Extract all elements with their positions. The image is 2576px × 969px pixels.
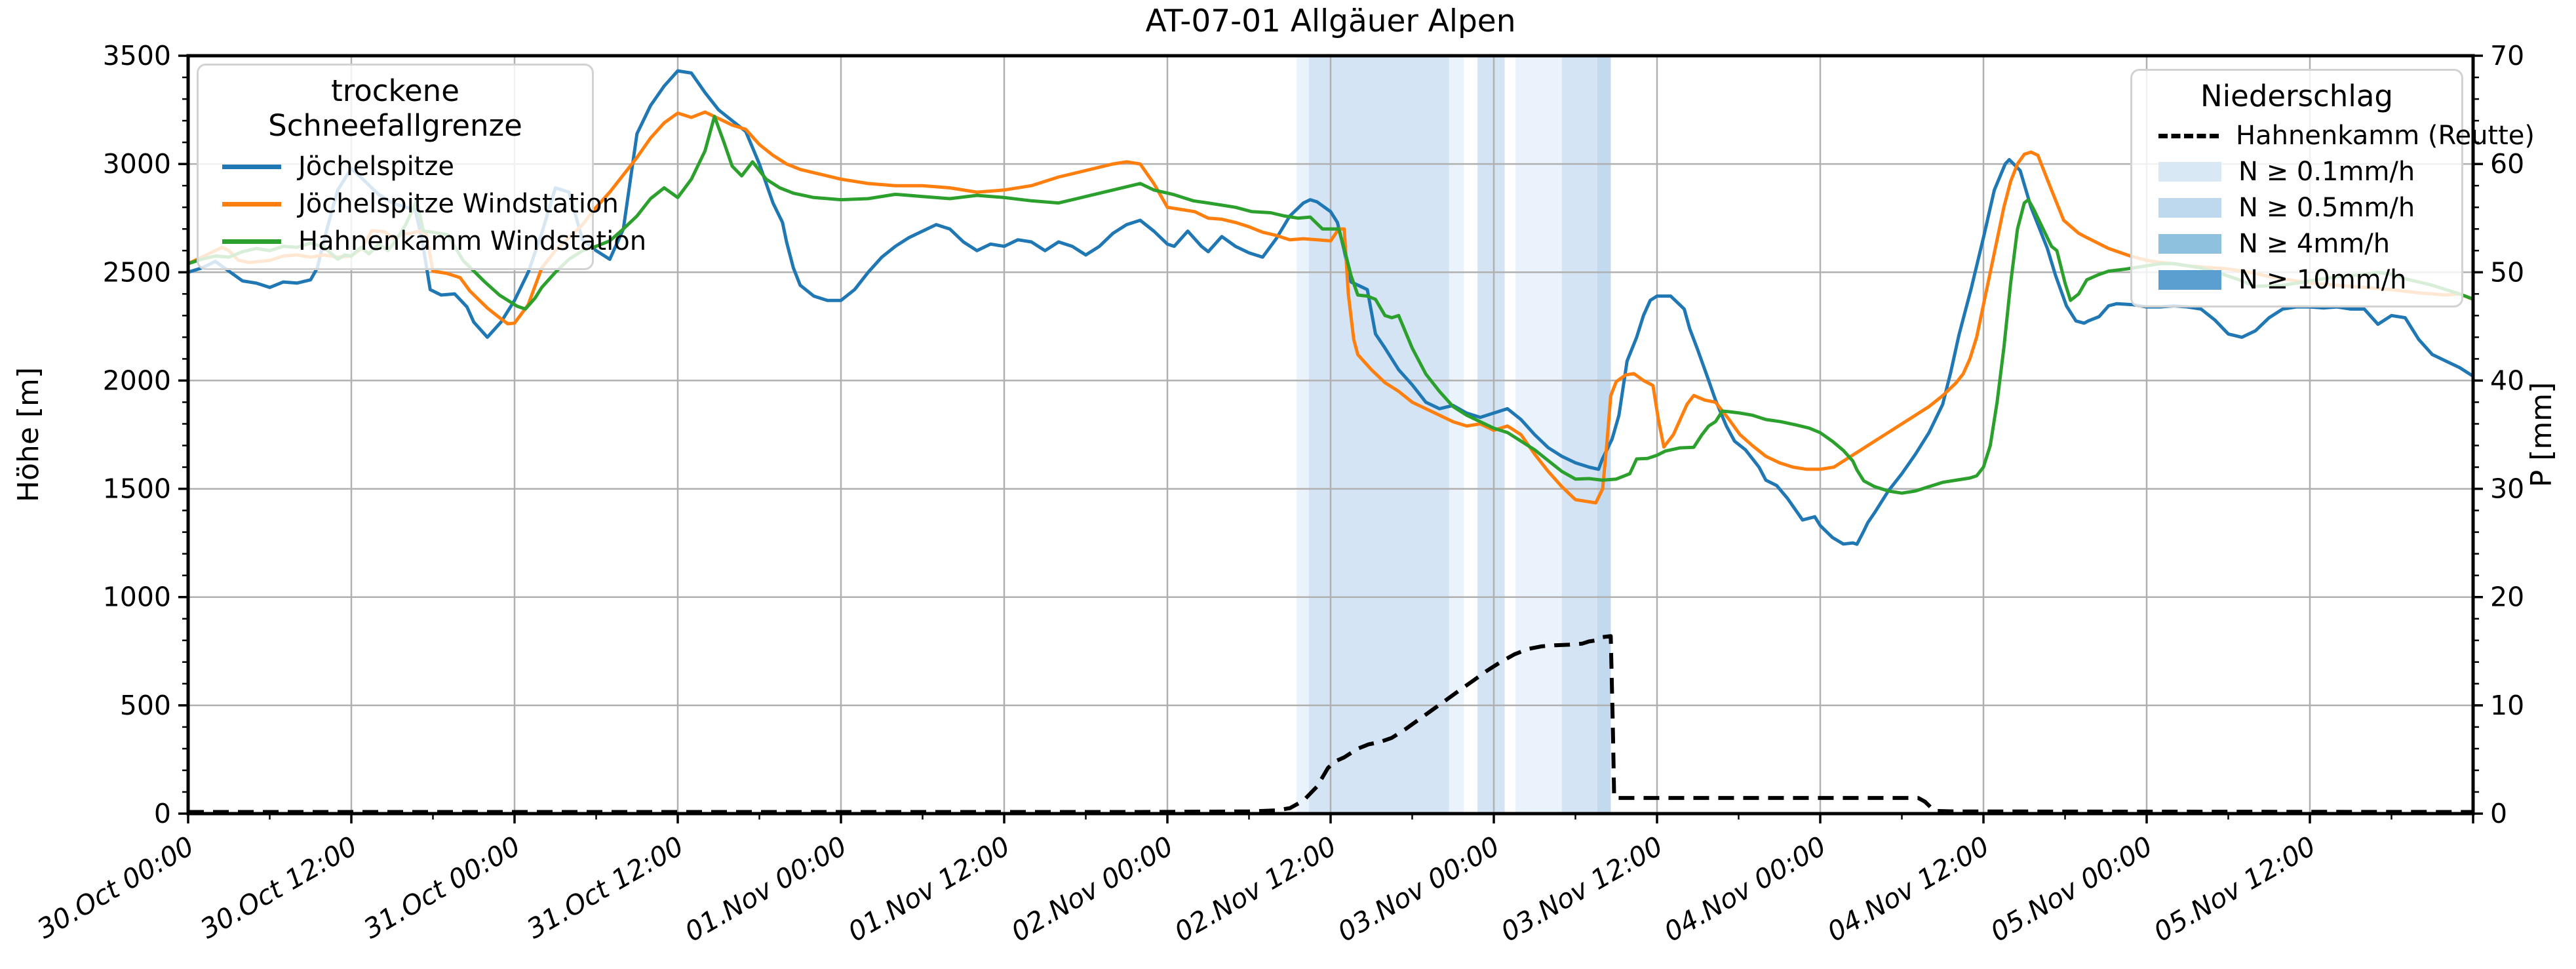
legend-item-n-10: N ≥ 10mm/h	[2132, 259, 2461, 295]
y-right-tick-label: 50	[2490, 256, 2524, 288]
line-swatch-hahnenkamm-windstation	[222, 239, 281, 244]
legend-item-n-4: N ≥ 4mm/h	[2132, 223, 2461, 259]
legend-label-n-4: N ≥ 4mm/h	[2238, 229, 2391, 259]
y-left-tick-label: 2500	[103, 256, 171, 288]
x-tick-label: 31.Oct 12:00	[522, 830, 689, 945]
band-swatch-0-5mm	[2158, 198, 2221, 218]
x-tick-label: 31.Oct 00:00	[359, 830, 526, 945]
legend-snowline: trockene Schneefallgrenze Jöchelspitze J…	[197, 64, 646, 270]
dashed-line-swatch	[2158, 133, 2219, 138]
legend-item-joechelspitze-windstation: Jöchelspitze Windstation	[199, 182, 619, 219]
series-j-chelspitze-windstation-line	[188, 110, 2473, 505]
x-tick-label: 05.Nov 00:00	[1985, 830, 2158, 948]
legend-label-hahnenkamm-reutte: Hahnenkamm (Reutte)	[2236, 121, 2535, 151]
y-right-tick-label: 10	[2490, 690, 2524, 721]
y-left-tick-label: 0	[154, 798, 171, 829]
precip-band	[1561, 56, 1597, 814]
precip-band	[1477, 56, 1505, 814]
x-tick-label: 01.Nov 00:00	[680, 830, 852, 948]
legend-item-n-0-5: N ≥ 0.5mm/h	[2132, 187, 2461, 223]
band-swatch-10mm	[2158, 270, 2221, 290]
legend-precipitation-title: Niederschlag	[2200, 79, 2393, 113]
line-swatch-joechelspitze-windstation	[222, 201, 281, 207]
y-right-tick-label: 40	[2490, 365, 2524, 396]
legend-item-hahnenkamm-reutte: Hahnenkamm (Reutte)	[2132, 115, 2535, 151]
precip-band	[1308, 56, 1449, 814]
legend-label-joechelspitze-windstation: Jöchelspitze Windstation	[298, 189, 619, 219]
y-right-tick-label: 20	[2490, 582, 2524, 613]
x-tick-label: 03.Nov 00:00	[1333, 830, 1505, 948]
y-left-axis-label: Höhe [m]	[12, 367, 45, 502]
legend-item-n-0-1: N ≥ 0.1mm/h	[2132, 151, 2461, 187]
x-tick-label: 02.Nov 12:00	[1169, 830, 1342, 948]
legend-label-n-10: N ≥ 10mm/h	[2238, 265, 2407, 295]
x-tick-label: 01.Nov 12:00	[843, 830, 1015, 948]
legend-item-joechelspitze: Jöchelspitze	[199, 144, 592, 182]
series-hahnenkamm-reutte-line	[188, 634, 2473, 814]
band-swatch-0-1mm	[2158, 162, 2221, 182]
y-right-tick-label: 70	[2490, 40, 2524, 71]
precip-band	[1449, 56, 1464, 814]
y-right-tick-label: 0	[2490, 798, 2507, 829]
series-hahnenkamm-windstation-line	[188, 115, 2473, 495]
legend-label-hahnenkamm-windstation: Hahnenkamm Windstation	[298, 226, 647, 256]
y-left-tick-label: 3000	[103, 148, 171, 180]
y-left-tick-label: 500	[120, 690, 171, 721]
precip-band	[1297, 56, 1309, 814]
y-right-tick-label: 30	[2490, 473, 2524, 505]
legend-precipitation: Niederschlag Hahnenkamm (Reutte) N ≥ 0.1…	[2130, 69, 2535, 307]
legend-label-n-0-5: N ≥ 0.5mm/h	[2238, 193, 2415, 223]
band-swatch-4mm	[2158, 234, 2221, 254]
chart-title: AT-07-01 Allgäuer Alpen	[1146, 3, 1516, 39]
y-right-axis-label: P [mm]	[2525, 382, 2558, 488]
legend-item-hahnenkamm-windstation: Hahnenkamm Windstation	[199, 219, 646, 256]
precip-band	[1597, 56, 1611, 814]
y-left-tick-label: 2000	[103, 365, 171, 396]
legend-label-joechelspitze: Jöchelspitze	[298, 151, 454, 182]
y-left-tick-label: 1000	[103, 582, 171, 613]
line-swatch-joechelspitze	[222, 164, 281, 169]
x-tick-label: 04.Nov 00:00	[1659, 830, 1831, 948]
y-left-tick-label: 1500	[103, 473, 171, 505]
legend-label-n-0-1: N ≥ 0.1mm/h	[2238, 157, 2415, 187]
x-tick-label: 04.Nov 12:00	[1822, 830, 1995, 948]
x-tick-label: 03.Nov 12:00	[1496, 830, 1668, 948]
x-tick-label: 30.Oct 12:00	[195, 830, 362, 945]
x-tick-label: 30.Oct 00:00	[32, 830, 199, 945]
x-tick-label: 05.Nov 12:00	[2149, 830, 2321, 948]
x-tick-label: 02.Nov 00:00	[1006, 830, 1179, 948]
y-left-tick-label: 3500	[103, 40, 171, 71]
legend-snowline-title: trockene Schneefallgrenze	[268, 73, 522, 143]
precip-band	[1515, 56, 1562, 814]
y-right-tick-label: 60	[2490, 148, 2524, 180]
